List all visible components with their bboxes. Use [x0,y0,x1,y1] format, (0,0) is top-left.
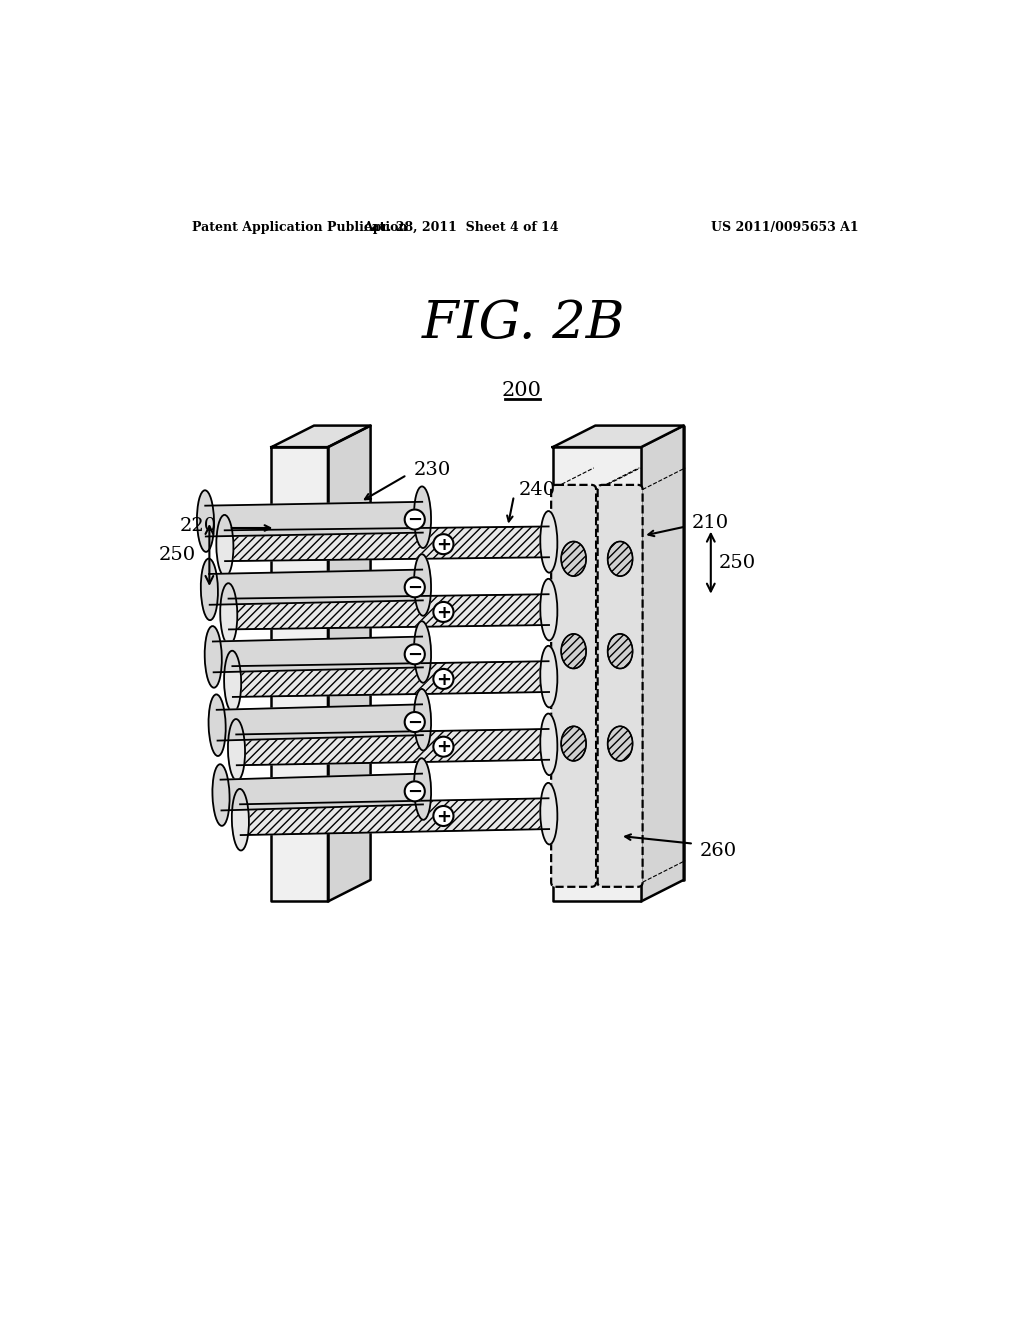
Ellipse shape [541,714,557,775]
Text: Patent Application Publication: Patent Application Publication [191,222,408,234]
Polygon shape [220,774,423,810]
Ellipse shape [216,515,233,577]
Ellipse shape [607,541,633,576]
Polygon shape [553,447,641,902]
Text: +: + [436,671,451,689]
Text: −: − [408,579,422,597]
Ellipse shape [607,726,633,760]
Ellipse shape [541,783,557,845]
Ellipse shape [231,789,249,850]
Polygon shape [641,425,684,902]
Circle shape [404,644,425,664]
Polygon shape [240,799,549,836]
Polygon shape [240,799,549,836]
Ellipse shape [414,487,431,548]
Ellipse shape [561,634,586,668]
FancyBboxPatch shape [598,484,643,887]
Circle shape [433,807,454,826]
Circle shape [404,711,425,733]
Circle shape [404,577,425,597]
Ellipse shape [414,758,431,820]
Polygon shape [224,527,549,561]
Text: FIG. 2B: FIG. 2B [422,298,625,350]
Text: +: + [436,603,451,622]
Ellipse shape [224,651,242,713]
Ellipse shape [607,634,633,668]
Polygon shape [224,527,549,561]
Polygon shape [205,502,423,536]
Ellipse shape [561,726,586,760]
Ellipse shape [197,490,214,552]
Text: 250: 250 [159,546,196,564]
Text: +: + [436,738,451,756]
Ellipse shape [561,541,586,576]
Text: US 2011/0095653 A1: US 2011/0095653 A1 [711,222,858,234]
Ellipse shape [561,541,586,576]
Text: 250: 250 [719,553,756,572]
Ellipse shape [201,558,218,620]
Ellipse shape [228,719,245,780]
Circle shape [433,602,454,622]
Polygon shape [237,729,549,766]
Ellipse shape [212,764,229,826]
Polygon shape [595,425,684,880]
Text: +: + [436,536,451,554]
Polygon shape [271,447,328,902]
Text: 220: 220 [180,517,217,536]
Ellipse shape [209,694,225,756]
Text: 240: 240 [518,482,556,499]
Text: 230: 230 [414,461,451,479]
Ellipse shape [561,726,586,760]
Ellipse shape [414,554,431,615]
Ellipse shape [607,541,633,576]
Text: −: − [408,511,422,529]
Ellipse shape [607,634,633,668]
Text: Apr. 28, 2011  Sheet 4 of 14: Apr. 28, 2011 Sheet 4 of 14 [364,222,559,234]
Text: 210: 210 [691,515,728,532]
Text: −: − [408,783,422,801]
Circle shape [433,669,454,689]
Text: 260: 260 [700,842,737,861]
Ellipse shape [205,626,222,688]
Polygon shape [232,661,549,697]
Circle shape [433,535,454,554]
Polygon shape [237,729,549,766]
Circle shape [404,510,425,529]
Text: −: − [408,714,422,731]
Polygon shape [209,570,423,605]
Ellipse shape [607,726,633,760]
FancyBboxPatch shape [551,484,596,887]
Polygon shape [553,425,684,447]
Polygon shape [228,594,549,630]
Polygon shape [217,705,423,741]
Ellipse shape [414,622,431,682]
Ellipse shape [561,634,586,668]
Polygon shape [328,425,371,902]
Polygon shape [271,425,371,447]
Ellipse shape [220,583,238,644]
Circle shape [433,737,454,756]
Ellipse shape [541,645,557,708]
Circle shape [404,781,425,801]
Text: +: + [436,808,451,826]
Ellipse shape [541,579,557,640]
Text: −: − [408,645,422,664]
Polygon shape [228,594,549,630]
Polygon shape [213,636,423,672]
Text: 200: 200 [502,381,542,400]
Ellipse shape [414,689,431,751]
Ellipse shape [541,511,557,573]
Polygon shape [232,661,549,697]
